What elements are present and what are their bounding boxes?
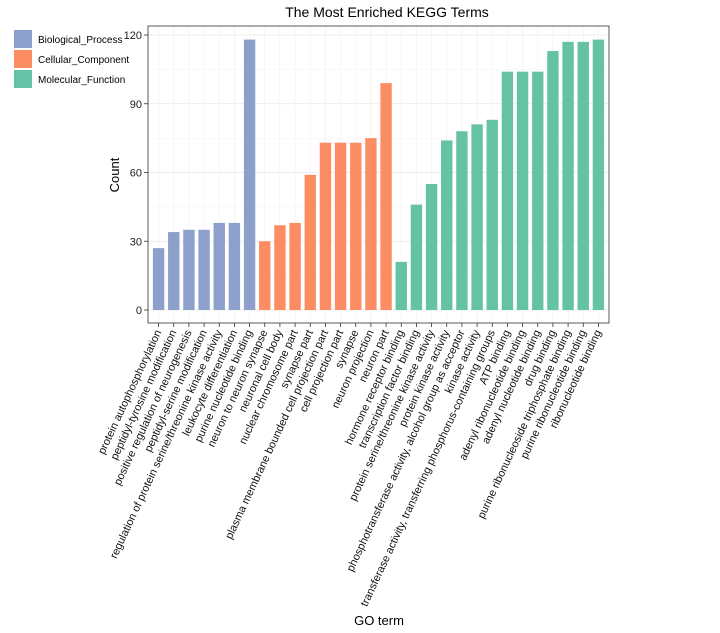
bars-group <box>152 39 605 311</box>
bar-18 <box>410 204 423 310</box>
legend: Biological_Process Cellular_Component Mole… <box>14 30 129 88</box>
y-tick-label: 0 <box>136 305 142 317</box>
legend-swatch-3 <box>14 70 32 88</box>
bar-21 <box>456 131 468 310</box>
bar-1 <box>152 248 165 310</box>
bar-13 <box>334 142 347 310</box>
bar-8 <box>259 241 271 310</box>
bar-5 <box>213 222 225 310</box>
bar-19 <box>425 183 438 310</box>
bar-24 <box>501 71 514 311</box>
bar-7 <box>243 39 256 310</box>
bar-12 <box>319 142 332 310</box>
bar-16 <box>380 83 392 310</box>
y-tick-label: 90 <box>130 99 142 111</box>
y-axis: 0 30 60 90 120 <box>124 30 148 317</box>
y-axis-title: Count <box>107 157 122 192</box>
bar-28 <box>562 41 574 310</box>
bar-9 <box>274 225 286 310</box>
y-tick-label: 120 <box>124 30 142 42</box>
plot-panel-border <box>147 25 610 324</box>
bar-15 <box>365 138 377 310</box>
bar-29 <box>577 41 589 310</box>
chart-title: The Most Enriched KEGG Terms <box>285 4 489 20</box>
legend-swatch-2 <box>14 50 32 68</box>
legend-swatch-1 <box>14 30 32 48</box>
bar-17 <box>395 261 407 310</box>
bar-23 <box>486 119 498 311</box>
bar-26 <box>532 71 544 311</box>
x-axis-title: GO term <box>354 613 404 628</box>
y-tick-label: 30 <box>130 236 142 248</box>
bar-25 <box>516 71 529 311</box>
bar-2 <box>168 232 180 310</box>
watermark-sohu: 搜狐号@如期生物 <box>588 610 684 625</box>
bar-22 <box>471 124 483 310</box>
bar-30 <box>592 39 605 310</box>
watermark-zhihu: 知乎 @如期生物 <box>555 588 686 608</box>
legend-label-1: Biological_Process <box>38 35 123 46</box>
bar-27 <box>547 51 559 311</box>
bar-3 <box>183 229 195 310</box>
legend-label-3: Molecular_Function <box>38 75 125 86</box>
bar-11 <box>304 174 316 310</box>
bar-10 <box>289 222 301 310</box>
legend-label-2: Cellular_Component <box>38 55 129 66</box>
bar-14 <box>350 142 362 310</box>
y-tick-label: 60 <box>130 168 142 180</box>
bar-6 <box>228 222 241 310</box>
bar-4 <box>198 229 210 310</box>
bar-20 <box>441 140 453 310</box>
